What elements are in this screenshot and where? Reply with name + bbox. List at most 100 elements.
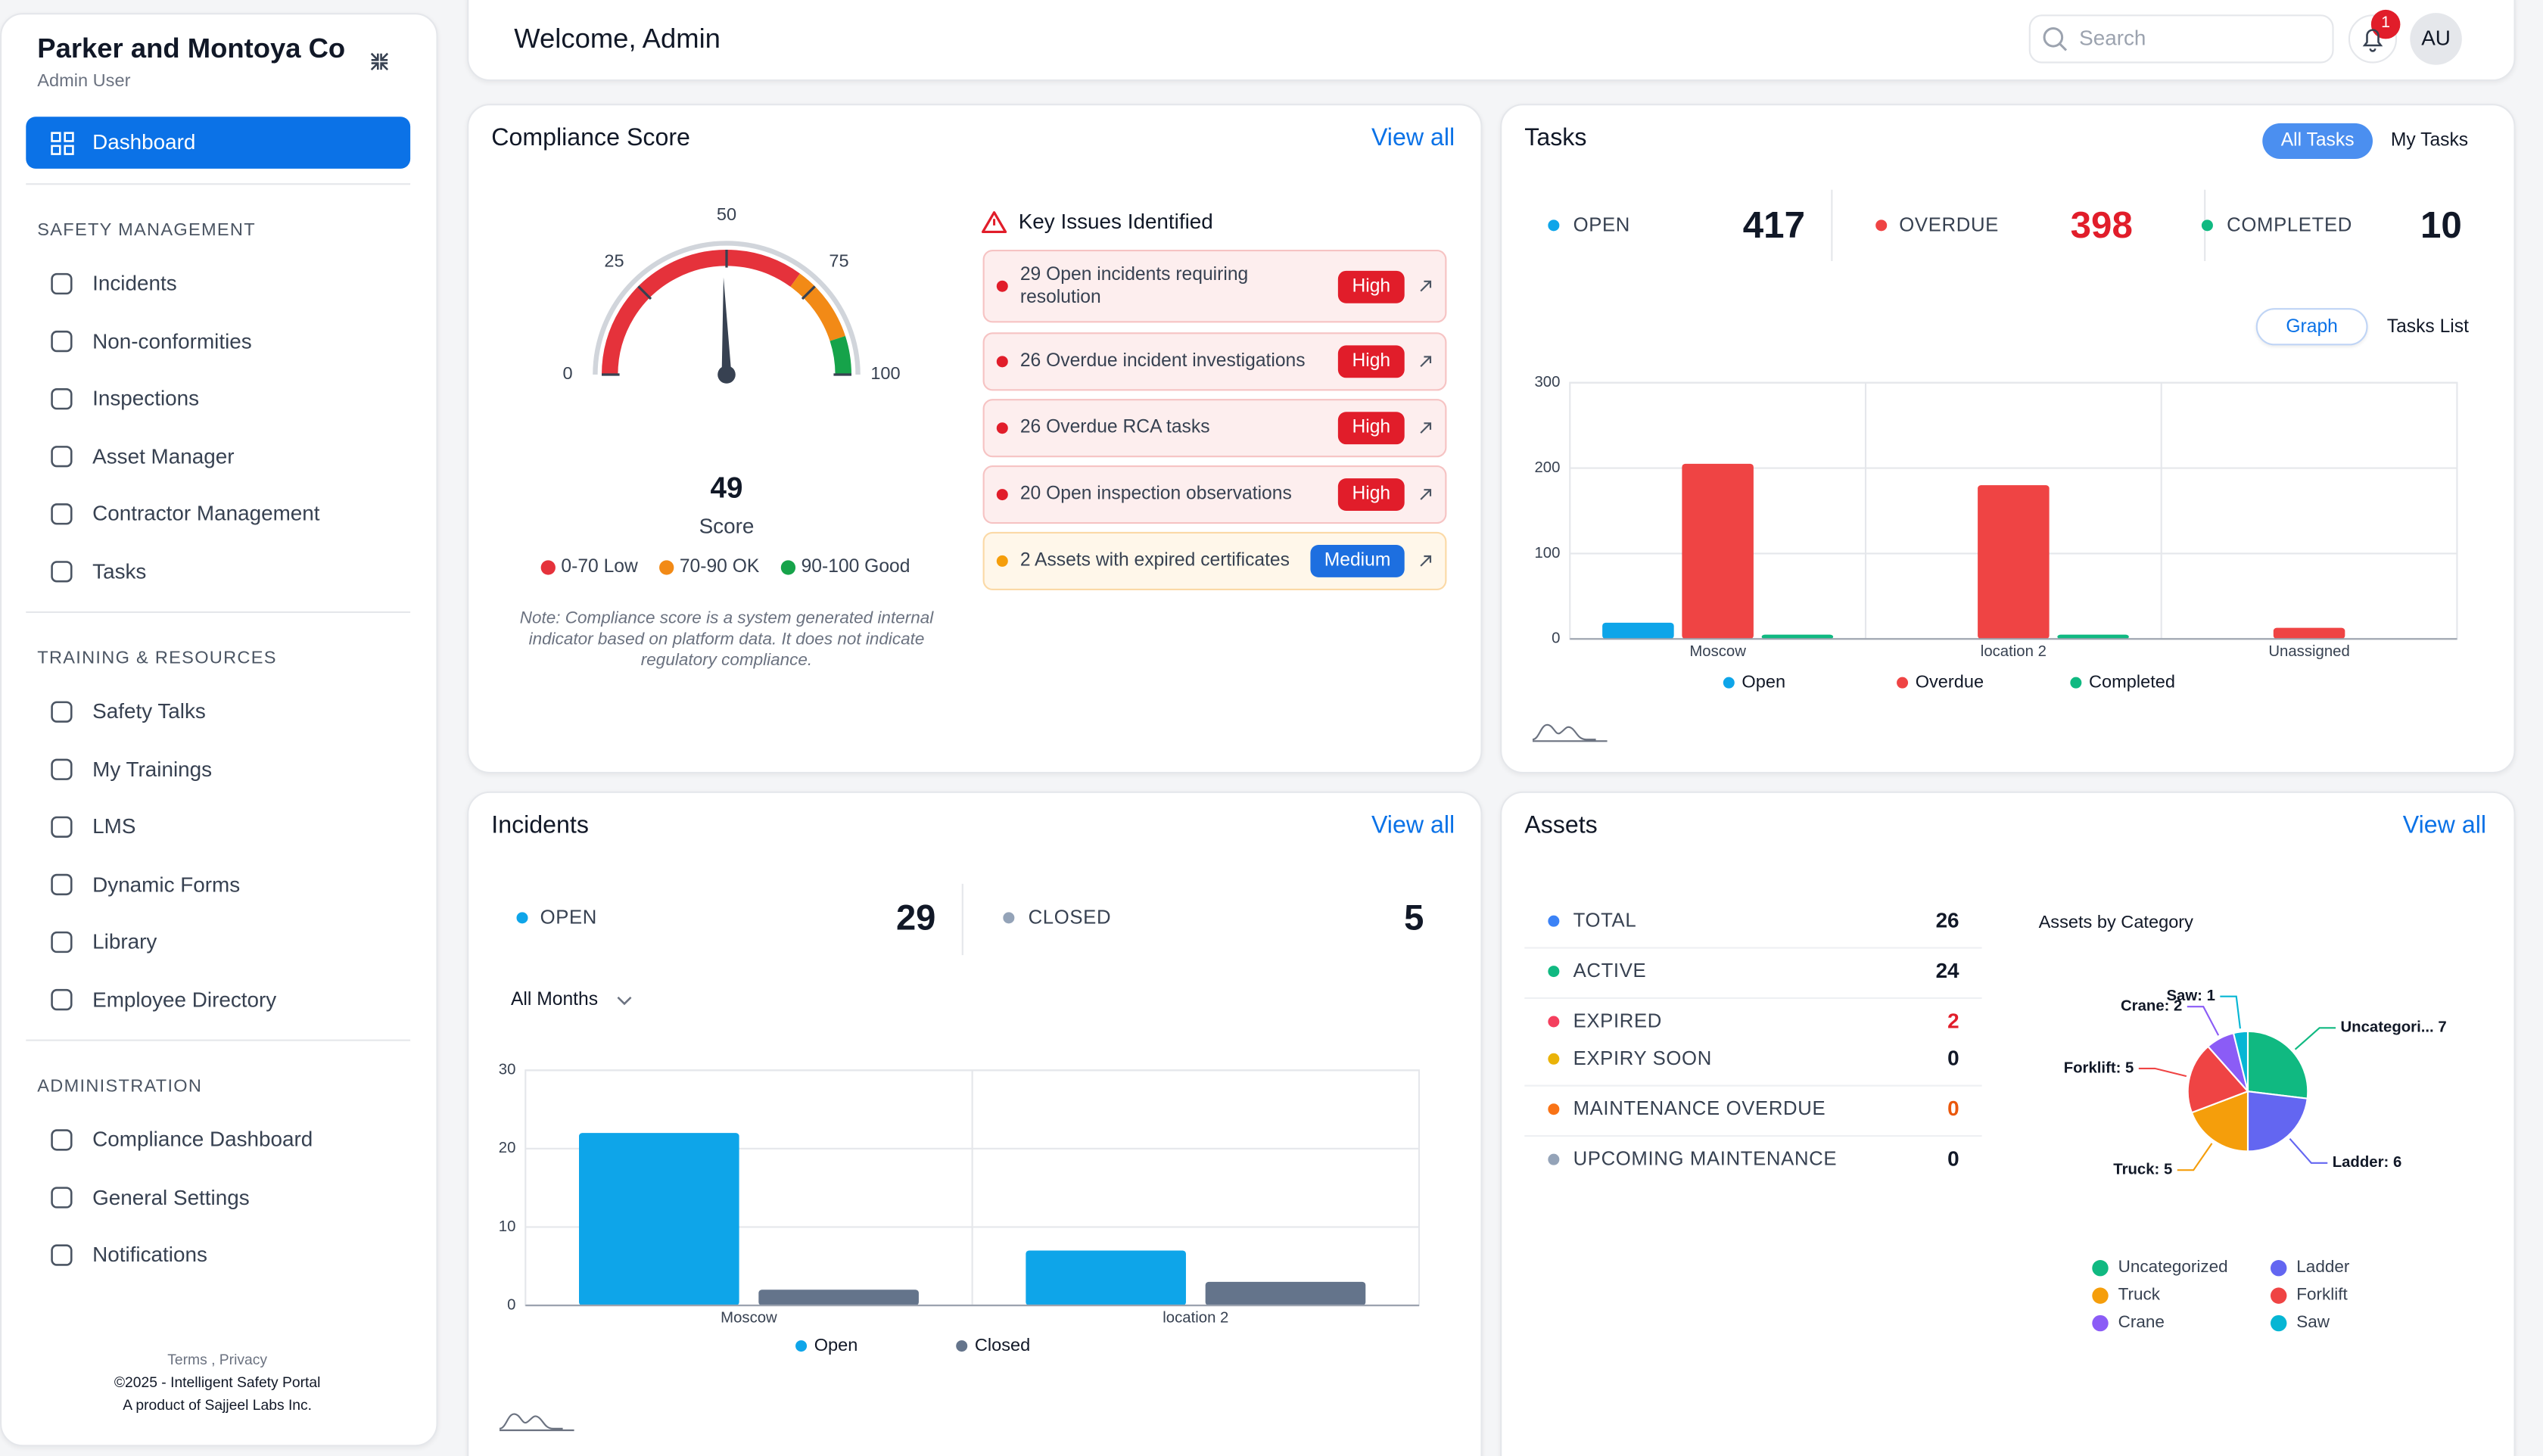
nav-item[interactable]: Compliance Dashboard — [92, 1127, 313, 1152]
avatar[interactable] — [2410, 13, 2462, 65]
search-placeholder: Search — [2079, 26, 2146, 51]
incidents-card — [467, 791, 1483, 1456]
bell-button[interactable] — [2348, 14, 2398, 64]
bar — [758, 1290, 919, 1305]
nav-icon — [51, 1129, 73, 1151]
legend-dot — [2070, 677, 2082, 689]
card-title: Compliance Score — [491, 124, 690, 152]
x-tick-label: Moscow — [721, 1310, 777, 1327]
pie-legend: Crane — [2118, 1312, 2165, 1333]
view-all-link[interactable]: View all — [2402, 811, 2486, 840]
slice-label: Crane: 2 — [2121, 998, 2182, 1015]
gauge-needle — [721, 277, 732, 375]
legend-label: Completed — [2089, 671, 2175, 691]
legend-dot — [795, 1340, 808, 1352]
warning-icon — [981, 211, 1007, 234]
search-icon — [2043, 26, 2064, 48]
nav-item[interactable]: Tasks — [92, 558, 147, 583]
priority-badge — [1337, 345, 1405, 378]
issue-text: 2 Assets with expired certificates — [1019, 551, 1290, 571]
pie-slice — [2246, 1030, 2309, 1100]
priority-label: High — [1352, 275, 1391, 296]
nav-item[interactable]: General Settings — [92, 1184, 250, 1209]
nav-icon — [51, 132, 74, 155]
divider — [26, 1039, 411, 1041]
dashboard-nav[interactable] — [26, 117, 411, 169]
nav-item[interactable]: Incidents — [92, 270, 177, 295]
bar — [2057, 634, 2129, 639]
legend-dot — [1548, 1053, 1560, 1065]
legend-dot — [1897, 677, 1909, 689]
gauge-legend: 70-90 OK — [679, 557, 760, 577]
open-icon — [1420, 422, 1432, 434]
bar — [1761, 634, 1834, 639]
pie-slice — [2187, 1045, 2249, 1114]
nav-item[interactable]: Notifications — [92, 1242, 207, 1267]
legend-dot — [996, 422, 1008, 434]
legend-dot — [2271, 1314, 2287, 1332]
section-title: SAFETY MANAGEMENT — [37, 220, 256, 241]
nav-item[interactable]: Inspections — [92, 385, 200, 410]
x-tick-label: Moscow — [1689, 643, 1746, 660]
y-tick-label: 0 — [1552, 630, 1560, 647]
pie-legend: Forklift — [2296, 1285, 2348, 1305]
pie-slice — [2246, 1090, 2308, 1153]
nav-item[interactable]: Non-conformities — [92, 328, 252, 353]
view-toggle[interactable]: Tasks List — [2386, 316, 2469, 337]
nav-item[interactable]: Asset Manager — [92, 443, 235, 468]
nav-item[interactable]: My Trainings — [92, 756, 213, 781]
priority-label: Medium — [1324, 551, 1391, 571]
nav-icon — [51, 816, 73, 838]
open-icon — [1420, 489, 1432, 500]
view-all-link[interactable]: View all — [1371, 811, 1455, 840]
pie-slice — [2190, 1090, 2249, 1153]
nav-item[interactable]: LMS — [92, 814, 136, 838]
bar — [1026, 1250, 1186, 1305]
search-icon — [2059, 42, 2068, 51]
stat-label: TOTAL — [1573, 909, 1637, 932]
divider — [961, 883, 963, 956]
gauge-rim — [593, 241, 861, 375]
nav-icon — [51, 561, 73, 583]
legend-dot — [1548, 219, 1560, 232]
pie-legend: Saw — [2296, 1312, 2330, 1333]
view-toggle[interactable]: Graph — [2286, 316, 2338, 337]
tab-active[interactable] — [2262, 123, 2373, 159]
view-toggle-active[interactable] — [2255, 308, 2368, 346]
stat-value: 24 — [1935, 958, 1959, 983]
x-tick-label: location 2 — [1163, 1310, 1228, 1327]
top-bar — [467, 0, 2516, 82]
nav-item[interactable]: Safety Talks — [92, 698, 206, 723]
tab[interactable]: All Tasks — [2280, 131, 2355, 151]
nav-item[interactable]: Dynamic Forms — [92, 871, 241, 896]
y-tick-label: 0 — [507, 1296, 515, 1313]
legend-dot — [996, 489, 1008, 501]
nav-item-active[interactable]: Dashboard — [92, 129, 196, 154]
priority-badge — [1337, 269, 1405, 303]
y-tick-label: 300 — [1534, 374, 1560, 390]
slice-label: Saw: 1 — [2166, 988, 2215, 1004]
gauge-hub — [717, 366, 736, 384]
divider — [1831, 189, 1833, 261]
stat-label: OPEN — [540, 905, 598, 929]
stat-label: MAINTENANCE OVERDUE — [1573, 1097, 1826, 1120]
stat-label: CLOSED — [1028, 905, 1112, 929]
nav-item[interactable]: Library — [92, 929, 157, 954]
month-filter[interactable]: All Months — [511, 990, 599, 1010]
view-all-link[interactable]: View all — [1371, 124, 1455, 152]
gauge-legend: 0-70 Low — [561, 557, 638, 577]
legend-dot — [516, 912, 528, 924]
y-tick-label: 30 — [499, 1062, 516, 1078]
issue-text: 26 Overdue RCA tasks — [1019, 418, 1210, 438]
pie-legend: Ladder — [2296, 1257, 2350, 1277]
leader-line — [2138, 1067, 2187, 1078]
search-box[interactable] — [2028, 14, 2334, 64]
nav-item[interactable]: Contractor Management — [92, 500, 320, 526]
key-issues-title: Key Issues Identified — [1018, 209, 1213, 234]
open-icon — [1420, 280, 1432, 292]
tab[interactable]: My Tasks — [2390, 131, 2469, 151]
nav-item[interactable]: Employee Directory — [92, 986, 277, 1011]
nav-icon — [51, 446, 73, 468]
bar — [579, 1133, 739, 1305]
